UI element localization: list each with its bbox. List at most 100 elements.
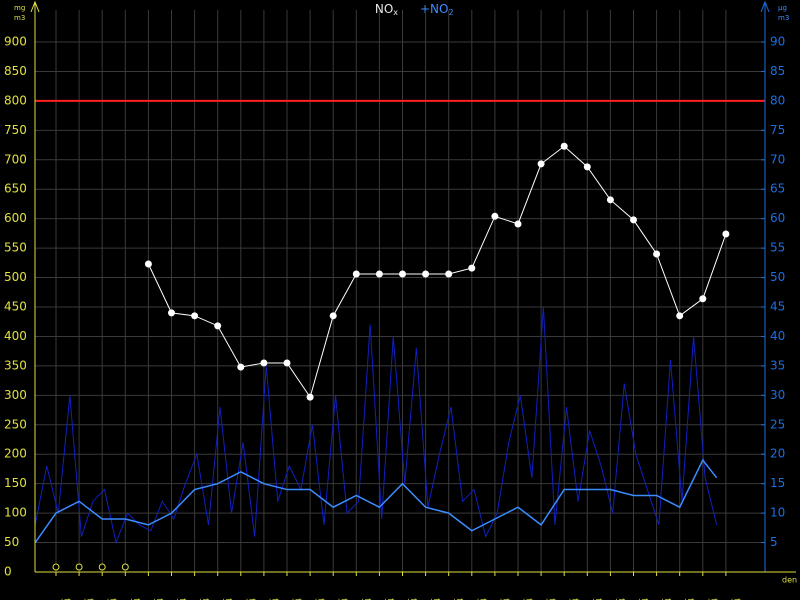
x-tick-label: 5.6. <box>587 598 596 600</box>
missing-marker <box>98 563 106 571</box>
x-tick-label: 22.5. <box>263 598 272 600</box>
x-tick-label: 3.6. <box>541 598 550 600</box>
y-tick-label: 100 <box>4 506 27 520</box>
x-tick-label: 31.5. <box>471 598 480 600</box>
x-tick-label: 4.6. <box>564 598 573 600</box>
y-tick-label: 700 <box>4 152 27 166</box>
x-tick-year: 2014 <box>710 598 719 600</box>
y2-unit-top: µg <box>778 4 787 12</box>
y-tick-label: 350 <box>4 358 27 372</box>
x-tick-label: 7.6. <box>633 598 642 600</box>
nox-point <box>422 270 430 278</box>
x-tick-year: 2014 <box>502 598 511 600</box>
x-tick-label: 11.6. <box>725 598 734 600</box>
x-tick-year: 2014 <box>110 598 119 600</box>
x-tick-label: 24.5. <box>310 598 319 600</box>
y2-tick-label: 60 <box>770 211 785 225</box>
x-tick-label: 20.5. <box>217 598 226 600</box>
nox-point <box>653 250 661 258</box>
x-tick-label: 10.6. <box>702 598 711 600</box>
x-tick-year: 2014 <box>87 598 96 600</box>
nox-point <box>514 220 522 228</box>
nox-point <box>399 270 406 278</box>
y2-axis-arrow <box>760 0 770 13</box>
y-tick-label: 200 <box>4 447 27 461</box>
y2-tick-label: 15 <box>770 476 785 490</box>
title-right: +NO2 <box>420 2 454 17</box>
y-tick-label: 250 <box>4 417 27 431</box>
no2-line <box>34 306 718 545</box>
x-axis-label: den <box>782 576 797 585</box>
nox-point <box>352 270 360 278</box>
y2-tick-label: 55 <box>770 241 785 255</box>
x-tick-label: 8.6. <box>656 598 665 600</box>
title-left: NOx <box>375 2 398 17</box>
x-tick-label: 21.5. <box>240 598 249 600</box>
y2-tick-label: 70 <box>770 152 785 166</box>
x-tick-year: 2014 <box>733 598 742 600</box>
x-tick-year: 2014 <box>202 598 211 600</box>
x-tick-year: 2014 <box>156 598 165 600</box>
y-tick-label: 50 <box>4 535 19 549</box>
y2-tick-label: 85 <box>770 64 785 78</box>
x-tick-label: 6.6. <box>610 598 619 600</box>
x-tick-label: 1.6. <box>494 598 503 600</box>
x-tick-year: 2014 <box>179 598 188 600</box>
y2-tick-label: 30 <box>770 388 785 402</box>
title-sub: x <box>393 8 398 17</box>
y2-tick-label: 10 <box>770 506 785 520</box>
nox-point <box>237 363 245 371</box>
missing-marker <box>75 563 83 571</box>
y2-tick-label: 65 <box>770 182 785 196</box>
x-tick-year: 2014 <box>248 598 257 600</box>
y-unit-top: mg <box>14 4 25 12</box>
x-tick-label: 15.5. <box>102 598 111 600</box>
nox-point <box>606 196 614 204</box>
x-tick-label: 2.6. <box>518 598 527 600</box>
nox-point <box>375 270 383 278</box>
no2-line <box>34 458 718 543</box>
x-tick-year: 2014 <box>133 598 142 600</box>
x-tick-year: 2014 <box>549 598 558 600</box>
x-tick-year: 2014 <box>64 598 73 600</box>
y2-tick-label: 50 <box>770 270 785 284</box>
x-tick-year: 2014 <box>225 598 234 600</box>
x-tick-year: 2014 <box>433 598 442 600</box>
y-unit-bottom: m3 <box>14 14 25 22</box>
x-tick-year: 2014 <box>318 598 327 600</box>
nox-point <box>537 160 545 168</box>
x-tick-year: 2014 <box>271 598 280 600</box>
nox-point <box>699 295 707 303</box>
title-sub: 2 <box>448 8 453 17</box>
x-tick-year: 2014 <box>456 598 465 600</box>
nox-point <box>583 163 591 171</box>
y2-tick-label: 45 <box>770 300 785 314</box>
y-axis-arrow <box>30 0 40 13</box>
x-tick-label: 29.5. <box>425 598 434 600</box>
x-tick-year: 2014 <box>341 598 350 600</box>
x-tick-label: 19.5. <box>194 598 203 600</box>
nox-point <box>144 260 152 268</box>
y2-tick-label: 25 <box>770 417 785 431</box>
x-tick-label: 28.5. <box>402 598 411 600</box>
x-tick-year: 2014 <box>664 598 673 600</box>
x-tick-year: 2014 <box>410 598 419 600</box>
y-tick-label: 300 <box>4 388 27 402</box>
nox-line <box>147 145 727 399</box>
x-tick-label: 18.5. <box>171 598 180 600</box>
nox-point <box>191 312 199 320</box>
y-tick-label: 450 <box>4 300 27 314</box>
y2-tick-label: 75 <box>770 123 785 137</box>
y2-tick-label: 90 <box>770 35 785 49</box>
x-tick-label: 9.6. <box>679 598 688 600</box>
y-tick-label: 750 <box>4 123 27 137</box>
x-tick-label: 14.5. <box>79 598 88 600</box>
y-tick-label: 800 <box>4 93 27 107</box>
x-tick-year: 2014 <box>295 598 304 600</box>
nox-point <box>168 309 175 317</box>
x-tick-year: 2014 <box>595 598 604 600</box>
x-tick-label: 25.5. <box>333 598 342 600</box>
nox-point <box>329 312 337 320</box>
nox-point <box>491 212 499 220</box>
